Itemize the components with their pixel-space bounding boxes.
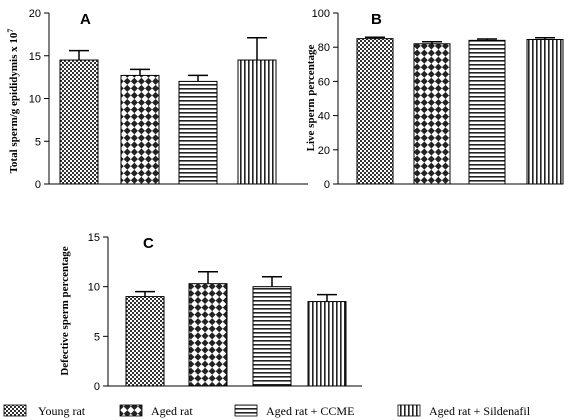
y-tick-label-c-2: 10 — [88, 282, 100, 294]
panel-label-a: A — [80, 11, 91, 28]
y-tick-label-a-4: 20 — [29, 8, 41, 20]
bar-c-young-rat — [125, 296, 165, 387]
bar-a-aged-rat-ccme — [178, 80, 218, 185]
y-tick-label-a-2: 10 — [29, 94, 41, 106]
legend-swatch-aged-rat-sildenafil — [397, 404, 421, 417]
y-tick-label-c-3: 15 — [88, 232, 100, 244]
legend-swatch-young-rat — [3, 404, 27, 417]
y-tick-label-b-2: 40 — [318, 111, 330, 123]
legend-item-aged-rat-ccme: Aged rat + CCME — [234, 404, 354, 418]
legend-item-aged-rat: Aged rat — [119, 404, 193, 418]
panel-label-b: B — [371, 11, 382, 28]
legend-swatch-aged-rat-ccme — [234, 404, 258, 417]
y-axis-label-a-text: Total sperm/g epididymis x 10 — [8, 32, 20, 173]
legend-swatch-aged-rat — [119, 404, 143, 417]
y-tick-label-c-0: 0 — [94, 381, 100, 393]
y-tick-label-b-4: 80 — [318, 42, 330, 54]
bar-a-young-rat — [59, 59, 99, 185]
y-axis-label-a: Total sperm/g epididymis x 107 — [6, 29, 20, 174]
y-axis-label-a-exponent: 7 — [6, 29, 15, 33]
chart-panel-a: A Total sperm/g epididymis x 107 0 5 10 15 2… — [6, 8, 308, 191]
legend-label-aged-rat-ccme: Aged rat + CCME — [266, 404, 354, 418]
legend-label-young-rat: Young rat — [38, 404, 86, 418]
legend-label-aged-rat-sildenafil: Aged rat + Sildenafil — [429, 404, 531, 418]
legend-label-aged-rat: Aged rat — [151, 404, 193, 418]
y-axis-label-c: Defective sperm percentage — [59, 246, 71, 375]
y-tick-label-a-3: 15 — [29, 51, 41, 63]
panel-label-c: C — [143, 235, 154, 252]
bar-b-young-rat — [356, 38, 394, 185]
bar-c-aged-rat — [188, 283, 228, 387]
y-tick-label-a-1: 5 — [35, 136, 41, 148]
y-tick-label-b-0: 0 — [324, 179, 330, 191]
y-tick-label-b-3: 60 — [318, 76, 330, 88]
y-tick-label-b-5: 100 — [312, 8, 330, 20]
legend-item-young-rat: Young rat — [3, 404, 86, 418]
chart-panel-c: C Defective sperm percentage 0 5 10 15 — [59, 232, 362, 393]
bar-c-aged-rat-sildenafil — [307, 301, 347, 387]
legend-item-aged-rat-sildenafil: Aged rat + Sildenafil — [397, 404, 531, 418]
bar-a-aged-rat-sildenafil — [237, 59, 277, 185]
bar-b-aged-rat-ccme — [468, 39, 506, 185]
y-tick-label-b-1: 20 — [318, 145, 330, 157]
chart-panel-b: B Live sperm percentage 0 20 40 60 80 100 — [305, 8, 564, 191]
bar-c-aged-rat-ccme — [252, 286, 292, 387]
bar-a-aged-rat — [120, 74, 160, 185]
bar-b-aged-rat-sildenafil — [526, 39, 564, 185]
bar-b-aged-rat — [413, 43, 451, 185]
y-tick-label-a-0: 0 — [35, 179, 41, 191]
y-axis-label-b: Live sperm percentage — [305, 45, 317, 152]
y-tick-label-c-1: 5 — [94, 331, 100, 343]
legend: Young rat Aged rat Aged rat + CCME Aged … — [3, 404, 531, 418]
